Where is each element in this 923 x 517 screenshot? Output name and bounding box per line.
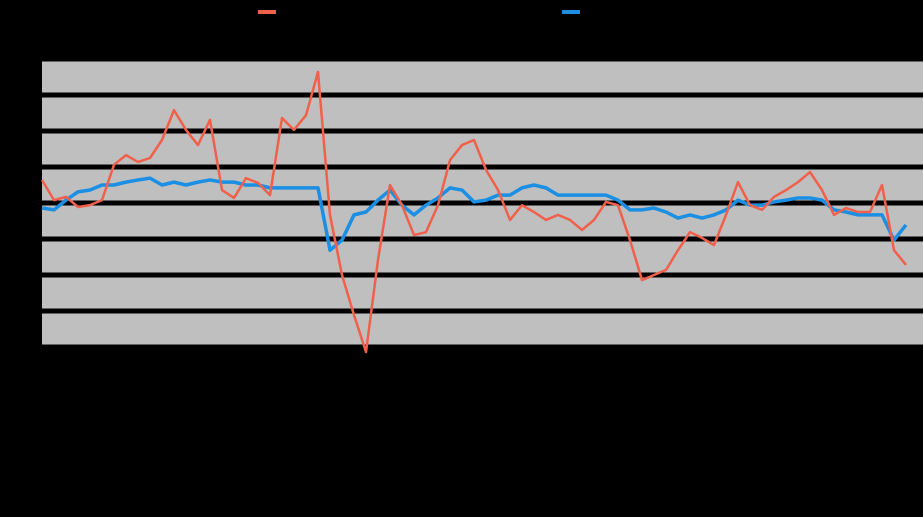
y-tick-label: 3 bbox=[28, 89, 34, 101]
y-tick-label: -3 bbox=[24, 305, 34, 317]
y-tick-label: -1 bbox=[24, 233, 34, 245]
y-tick-label: 0 bbox=[28, 197, 34, 209]
y-tick-label: 2 bbox=[28, 125, 34, 137]
series-line bbox=[41, 176, 908, 252]
y-tick-label: -2 bbox=[24, 269, 34, 281]
series-line bbox=[40, 70, 907, 354]
y-tick-label: -4 bbox=[24, 341, 34, 353]
y-tick-label: 1 bbox=[28, 161, 34, 173]
y-tick-label: 4 bbox=[28, 53, 34, 65]
